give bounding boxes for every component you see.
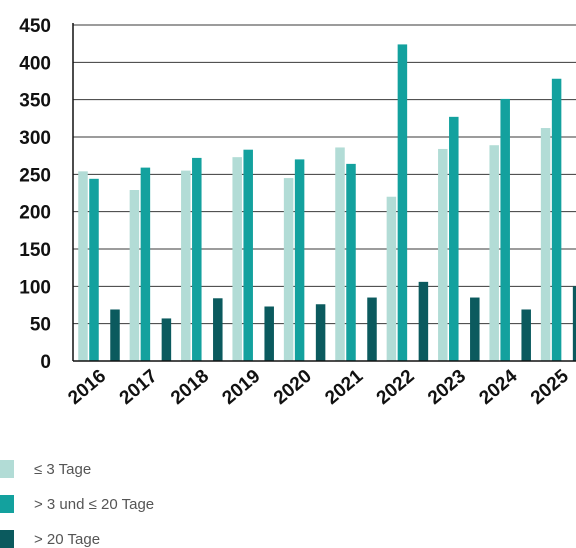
- bar: [346, 163, 356, 361]
- y-tick-label: 0: [40, 352, 51, 373]
- bar: [540, 128, 551, 361]
- bar: [397, 44, 408, 362]
- bar: [140, 167, 151, 361]
- y-tick-label: 400: [19, 53, 51, 74]
- bar: [386, 196, 397, 361]
- bar: [213, 298, 223, 361]
- bar: [449, 116, 459, 361]
- x-tick-label: 2025: [527, 365, 573, 409]
- x-tick-label: 2020: [270, 366, 316, 409]
- y-tick-label: 450: [19, 16, 51, 37]
- gridlines: [73, 24, 576, 325]
- bar: [551, 78, 562, 361]
- x-tick-label: 2018: [167, 366, 213, 409]
- y-tick-label: 200: [19, 203, 51, 224]
- bar: [438, 148, 448, 361]
- legend-label-2: > 3 und ≤ 20 Tage: [34, 496, 155, 513]
- bar: [192, 157, 202, 361]
- x-tick-label: 2019: [219, 366, 265, 409]
- x-tick-label: 2023: [424, 366, 470, 409]
- y-tick-label: 50: [30, 315, 51, 336]
- x-tick-label: 2016: [64, 366, 110, 409]
- bar: [418, 281, 429, 361]
- y-tick-label: 300: [19, 128, 51, 149]
- legend-label-3: > 20 Tage: [34, 531, 101, 548]
- y-tick-label: 250: [19, 165, 51, 186]
- legend-swatch-2: [0, 495, 14, 513]
- y-tick-label: 150: [19, 240, 51, 261]
- legend-label-1: ≤ 3 Tage: [34, 461, 92, 478]
- bar: [294, 159, 305, 361]
- bar: [232, 157, 242, 361]
- bar: [500, 98, 510, 362]
- bar: [78, 171, 88, 361]
- bar: [470, 297, 480, 361]
- bar: [335, 147, 345, 361]
- bar: [521, 309, 531, 361]
- legend-swatch-1: [0, 460, 14, 478]
- x-tick-label: 2021: [321, 365, 367, 409]
- bar: [89, 178, 99, 361]
- bar: [283, 178, 294, 361]
- bar: [243, 149, 253, 361]
- bar: [264, 306, 274, 361]
- bar: [129, 190, 140, 361]
- y-tick-label: 350: [19, 91, 51, 112]
- axes: [72, 23, 576, 362]
- y-tick-label: 100: [19, 277, 51, 298]
- bar: [181, 170, 191, 361]
- bar: [572, 286, 576, 361]
- legend-swatch-3: [0, 530, 14, 548]
- x-tick-label: 2024: [476, 365, 522, 409]
- bar: [489, 145, 499, 361]
- x-tick-labels: 2016 2017 2018 2019 2020 2021 2022 2023 2024 2025: [64, 365, 573, 409]
- bar: [110, 309, 120, 361]
- bar: [315, 304, 326, 361]
- bar: [161, 318, 172, 361]
- y-tick-labels: 0 50 100 150 200 250 300 350 400 450: [19, 16, 51, 373]
- x-tick-label: 2017: [116, 366, 162, 409]
- bar-chart: 0 50 100 150 200 250 300 350 400 450 2016 2017 2018…: [19, 16, 576, 409]
- bar: [367, 297, 377, 361]
- bars: [78, 44, 576, 362]
- x-tick-label: 2022: [373, 366, 419, 409]
